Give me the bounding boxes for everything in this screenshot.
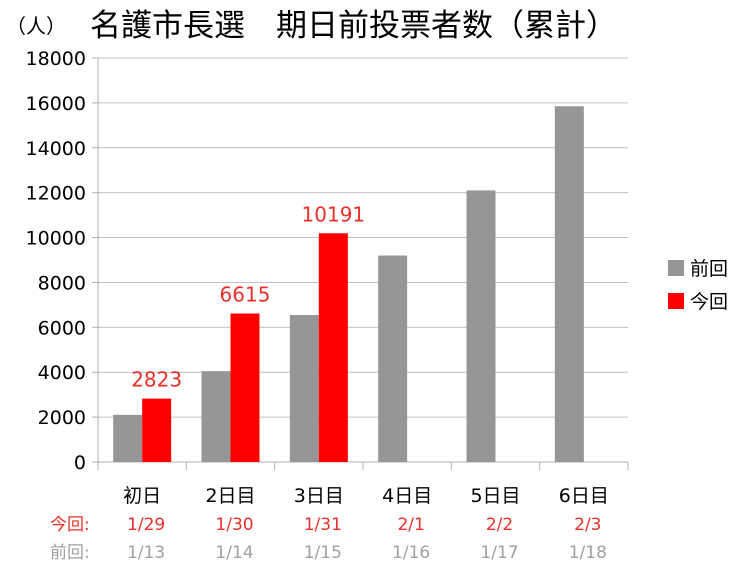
bar-previous: [378, 255, 408, 462]
gridlines: [98, 57, 628, 418]
date-rows: 今回: 1/29 1/30 1/31 2/1 2/2 2/3 前回: 1/13 1/14 1/15 1…: [50, 515, 607, 563]
date-label: 2/2: [486, 515, 513, 535]
y-tick-label: 18000: [26, 48, 86, 70]
chart-unit-label: （人）: [6, 14, 66, 38]
bar-previous: [554, 106, 584, 462]
bar-current: [142, 398, 172, 462]
x-category-label: 4日目: [382, 485, 432, 507]
bar-current: [318, 233, 348, 462]
y-tick-label: 8000: [38, 272, 86, 294]
bars: [113, 106, 584, 462]
y-tick-label: 10000: [26, 228, 86, 250]
x-category-label: 5日目: [470, 485, 520, 507]
date-label: 1/15: [304, 543, 342, 563]
date-label: 1/14: [215, 543, 253, 563]
chart-title: 名護市長選 期日前投票者数（累計）: [90, 8, 617, 44]
bar-previous: [113, 414, 143, 462]
legend-swatch: [668, 260, 684, 276]
date-row-prefix: 前回:: [50, 543, 90, 563]
bar-previous: [466, 190, 496, 462]
data-label: 6615: [220, 283, 271, 307]
date-label: 2/3: [574, 515, 601, 535]
legend-label: 今回: [690, 291, 728, 313]
y-tick-label: 4000: [38, 362, 86, 384]
x-category-label: 2日目: [205, 485, 255, 507]
y-tick-label: 12000: [26, 183, 86, 205]
x-category-label: 初日: [123, 485, 161, 507]
date-row-prefix: 今回:: [50, 515, 90, 535]
bar-current: [230, 313, 260, 462]
date-label: 1/17: [480, 543, 518, 563]
date-label: 1/31: [304, 515, 342, 535]
y-tick-label: 6000: [38, 317, 86, 339]
x-category-label: 3日目: [294, 485, 344, 507]
x-category-label: 6日目: [559, 485, 609, 507]
y-tick-label: 16000: [26, 93, 86, 115]
axes: 0 2000 4000 6000 8000 10000 12000 14000 16000 180…: [26, 48, 629, 507]
date-label: 1/16: [392, 543, 430, 563]
legend-label: 前回: [690, 258, 728, 280]
bar-previous: [201, 371, 231, 462]
y-tick-label: 14000: [26, 138, 86, 160]
data-label: 2823: [131, 368, 182, 392]
date-label: 1/30: [215, 515, 253, 535]
y-tick-label: 2000: [38, 407, 86, 429]
data-labels: 2823 6615 10191: [131, 202, 365, 391]
date-label: 1/13: [127, 543, 165, 563]
date-label: 1/18: [569, 543, 607, 563]
data-label: 10191: [302, 202, 366, 226]
date-label: 2/1: [397, 515, 424, 535]
legend-swatch: [668, 293, 684, 309]
date-label: 1/29: [127, 515, 165, 535]
y-tick-label: 0: [74, 452, 86, 474]
bar-previous: [289, 314, 319, 462]
